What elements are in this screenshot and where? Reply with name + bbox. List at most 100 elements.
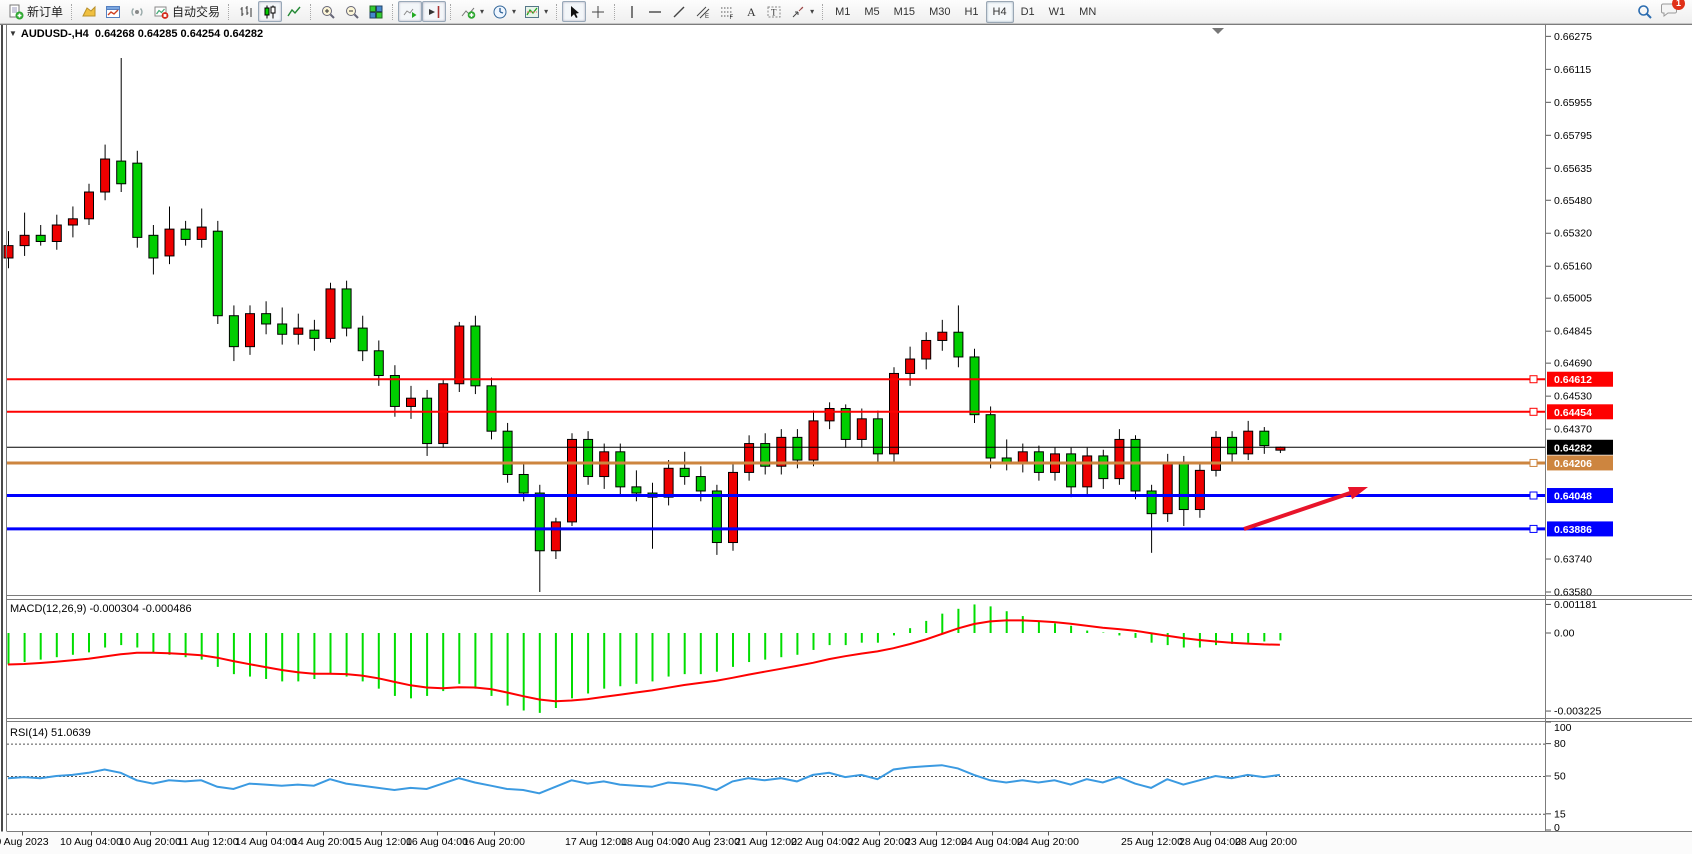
hline-handle-0.63886[interactable] xyxy=(1529,524,1538,533)
timeframe-button-mn[interactable]: MN xyxy=(1079,5,1097,18)
time-label: 20 Aug 23:00 xyxy=(678,836,740,848)
toolbar-right: 1 xyxy=(1637,0,1688,22)
templates-dropdown-caret[interactable]: ▾ xyxy=(544,7,549,16)
hline-handle-0.64206[interactable] xyxy=(1529,458,1538,467)
candle-up xyxy=(889,372,899,455)
templates-icon xyxy=(525,5,540,18)
candle-down xyxy=(261,313,272,325)
vertical-line-tool-button[interactable] xyxy=(620,1,643,22)
candle-up xyxy=(905,358,916,374)
candle-up xyxy=(1211,436,1221,471)
price-label-text: 0.64282 xyxy=(1554,442,1592,454)
market-signal-button[interactable] xyxy=(125,1,149,22)
time-label: 11 Aug 12:00 xyxy=(177,836,238,848)
candlestick-mode-button[interactable] xyxy=(258,1,283,22)
zoom-in-button[interactable] xyxy=(316,1,340,22)
autotrading-button[interactable]: 自动交易 xyxy=(149,1,224,22)
charts-profile-button[interactable] xyxy=(77,1,101,22)
candle-up xyxy=(1017,451,1028,463)
trendline-tool-button[interactable] xyxy=(667,1,691,22)
auto-scroll-button[interactable] xyxy=(398,1,423,22)
price-tick-label: 0.64530 xyxy=(1554,391,1592,403)
indicators-button[interactable]: ▾ xyxy=(456,1,488,22)
text-label-tool-button[interactable]: T xyxy=(762,1,786,22)
price-tick-label: 0.63740 xyxy=(1554,554,1592,566)
candle-down xyxy=(631,486,642,494)
price-label-bg xyxy=(1547,521,1613,537)
search-icon[interactable] xyxy=(1637,4,1653,20)
zoom-out-button[interactable] xyxy=(340,1,364,22)
price-tick-label: 0.66115 xyxy=(1554,64,1591,76)
horizontal-line-tool-button[interactable] xyxy=(643,1,667,22)
timeframe-button-w1[interactable]: W1 xyxy=(1048,5,1066,18)
new-chart-window-button[interactable] xyxy=(101,1,125,22)
horizontal-line-icon xyxy=(649,10,662,13)
time-label: 17 Aug 12:00 xyxy=(565,836,627,848)
rsi-axis-label: 50 xyxy=(1554,771,1566,783)
rsi-levels xyxy=(7,743,1545,815)
price-tick-label: 0.65320 xyxy=(1554,228,1592,240)
periods-button[interactable]: ▾ xyxy=(488,1,520,22)
candle-up xyxy=(19,234,30,247)
tile-windows-icon xyxy=(369,5,383,18)
candle-up xyxy=(663,467,674,498)
bar-chart-mode-button[interactable] xyxy=(234,1,258,22)
arrows-tool-button[interactable]: ▾ xyxy=(786,1,818,22)
rsi-axis-label: 0 xyxy=(1554,822,1560,834)
crosshair-tool-button[interactable] xyxy=(586,1,610,22)
rsi-axis-label: 100 xyxy=(1554,722,1572,734)
time-label: 28 Aug 20:00 xyxy=(1235,836,1297,848)
macd-axis-label: -0.003225 xyxy=(1554,706,1601,718)
chart-shift-button[interactable] xyxy=(422,1,447,22)
hline-handle-0.64048[interactable] xyxy=(1529,491,1538,500)
candle-up xyxy=(51,224,62,242)
time-label: 24 Aug 20:00 xyxy=(1017,836,1079,848)
toolbar-separator xyxy=(228,3,230,20)
rsi-indicator-label: RSI(14) 51.0639 xyxy=(10,727,91,739)
toolbar-separator xyxy=(71,3,73,20)
tile-windows-button[interactable] xyxy=(364,1,388,22)
candle-up xyxy=(550,521,561,552)
candle-down xyxy=(953,331,964,358)
macd-main-value: -0.000304 xyxy=(89,603,140,615)
candle-down xyxy=(518,473,529,494)
candle-up xyxy=(824,408,835,422)
timeframe-button-m5[interactable]: M5 xyxy=(864,5,880,18)
text-label-icon: T xyxy=(767,6,781,17)
new-order-button[interactable]: 新订单 xyxy=(4,1,67,22)
timeframe-button-m1[interactable]: M1 xyxy=(835,5,851,18)
candle-down xyxy=(309,329,320,339)
hline-handle-0.64612[interactable] xyxy=(1529,375,1538,384)
timeframe-button-h1[interactable]: H1 xyxy=(964,5,979,18)
price-label-text: 0.64048 xyxy=(1554,491,1592,503)
equidistant-channel-icon: E xyxy=(696,6,710,20)
candle-up xyxy=(1114,438,1125,480)
timeframe-toolbar: M1 M5 M15 M30 H1 H4 D1 W1 MN xyxy=(828,0,1103,23)
charts-profile-icon xyxy=(82,5,96,16)
text-tool-button[interactable]: A xyxy=(739,1,762,22)
arrows-dropdown-caret[interactable]: ▾ xyxy=(810,7,815,16)
timeframe-button-m15[interactable]: M15 xyxy=(893,5,916,18)
candle-down xyxy=(1259,430,1270,447)
notification-badge: 1 xyxy=(1672,0,1685,10)
indicators-dropdown-caret[interactable]: ▾ xyxy=(480,7,485,16)
vertical-line-icon xyxy=(630,5,633,18)
templates-button[interactable]: ▾ xyxy=(520,1,552,22)
equidistant-channel-tool-button[interactable]: E xyxy=(691,1,715,22)
periods-dropdown-caret[interactable]: ▾ xyxy=(512,7,517,16)
candle-down xyxy=(534,492,545,552)
notifications-button[interactable]: 1 xyxy=(1661,0,1685,22)
toolbar-separator xyxy=(556,3,558,20)
timeframe-button-h4[interactable]: H4 xyxy=(985,0,1014,23)
timeframe-button-d1[interactable]: D1 xyxy=(1020,5,1035,18)
fibonacci-tool-button[interactable]: F xyxy=(715,1,739,22)
timeframe-button-m30[interactable]: M30 xyxy=(929,5,951,18)
annotation-arrow[interactable] xyxy=(1243,486,1368,531)
line-chart-mode-button[interactable] xyxy=(282,1,306,22)
symbol-dropdown-icon[interactable]: ▼ xyxy=(9,29,17,38)
rsi-axis-label: 15 xyxy=(1554,808,1566,820)
cursor-tool-button[interactable] xyxy=(562,1,587,22)
price-label-0.64206: 0.64206 xyxy=(1547,455,1613,471)
price-label-text: 0.64612 xyxy=(1554,374,1592,386)
hline-handle-0.64454[interactable] xyxy=(1529,407,1538,416)
